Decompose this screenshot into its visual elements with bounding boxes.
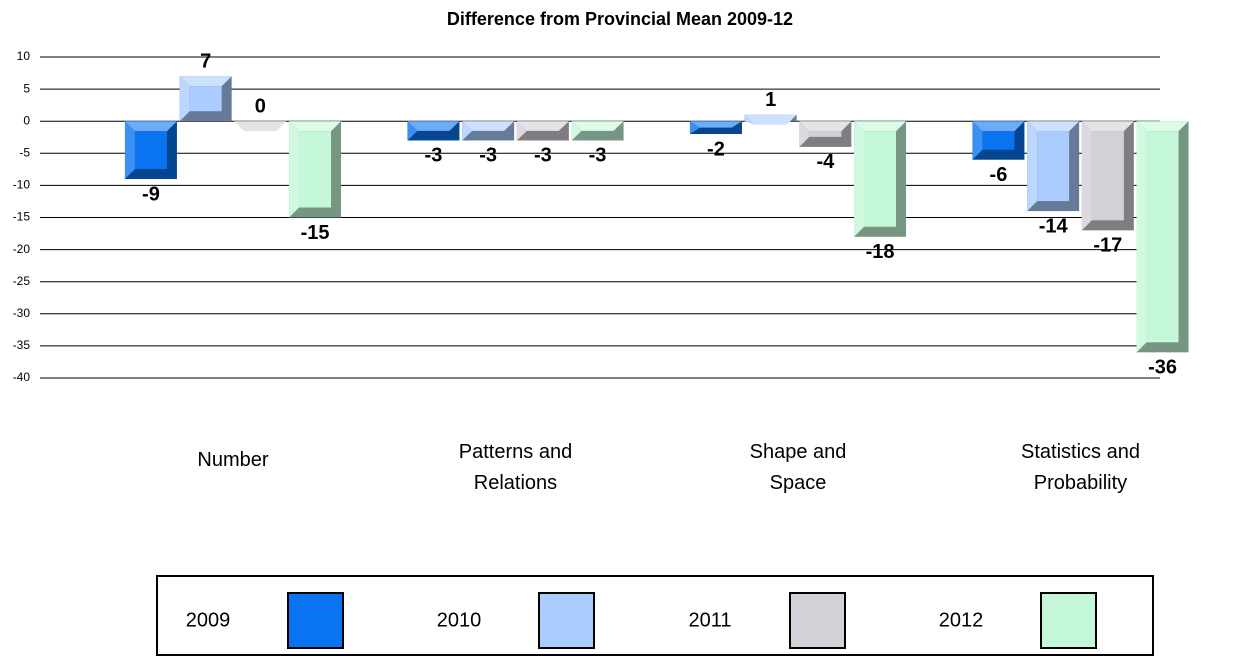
x-tick-label: Patterns and Relations: [459, 441, 572, 494]
bar-bevel: [407, 121, 460, 131]
y-tick-label: -35: [13, 338, 31, 352]
x-tick-label: Number: [197, 449, 268, 471]
y-tick-label: -40: [13, 370, 31, 384]
x-tick-label: Statistics and Probability: [1021, 441, 1140, 494]
bar-face: [1091, 131, 1124, 221]
legend-swatch: [538, 592, 595, 649]
x-tick-label-line: Probability: [1034, 472, 1127, 494]
y-tick-label: -25: [13, 274, 31, 288]
value-label: 0: [255, 95, 266, 117]
bar-bevel: [571, 121, 582, 141]
bar-bevel: [1081, 121, 1134, 132]
x-tick-label-line: Shape and: [750, 441, 847, 463]
bar-bevel: [799, 121, 852, 132]
bar-bevel: [972, 121, 1025, 132]
x-tick-label: Shape and Space: [750, 441, 847, 494]
bar-bevel: [1136, 121, 1147, 353]
value-label: -18: [866, 241, 895, 263]
bar-face: [864, 131, 897, 227]
value-label: 7: [200, 51, 211, 73]
bar-bevel: [571, 121, 624, 131]
value-label: 1: [765, 89, 776, 111]
bar-face: [189, 86, 222, 112]
value-label: -36: [1148, 357, 1177, 379]
value-label: -9: [142, 183, 160, 205]
bar-bevel: [972, 121, 983, 160]
bar-bevel: [689, 121, 742, 128]
bar-bevel: [234, 121, 245, 132]
x-tick-label-line: Statistics and: [1021, 441, 1140, 463]
bar-bevel: [1027, 121, 1080, 132]
bar-bevel: [462, 121, 515, 131]
x-tick-label-line: Patterns and: [459, 441, 572, 463]
bar-bevel: [124, 121, 177, 132]
x-tick-label-line: Number: [197, 449, 268, 471]
y-tick-label: -5: [19, 145, 30, 159]
bar-face: [299, 131, 332, 208]
bar-face: [134, 131, 167, 169]
y-tick-label: -15: [13, 210, 31, 224]
y-tick-label: 0: [23, 113, 30, 127]
bar-bevel: [289, 121, 300, 218]
legend-swatch: [789, 592, 846, 649]
value-label: -3: [425, 145, 443, 167]
bar-bevel: [799, 121, 810, 147]
bar-face: [1037, 131, 1070, 202]
legend-label: 2011: [688, 609, 731, 631]
legend-label: 2010: [437, 609, 482, 631]
value-label: -17: [1093, 235, 1122, 257]
bar-bevel: [462, 121, 473, 141]
bar-bevel: [854, 121, 907, 132]
y-tick-label: -20: [13, 242, 31, 256]
bar-bevel: [744, 114, 797, 125]
bar-bevel: [179, 76, 232, 87]
legend-swatch: [1040, 592, 1097, 649]
bar-bevel: [1136, 121, 1189, 132]
value-label: -3: [479, 145, 497, 167]
y-tick-label: -10: [13, 178, 31, 192]
y-tick-label: -30: [13, 306, 31, 320]
bar-bevel: [1081, 121, 1092, 231]
bar-bevel: [854, 121, 865, 237]
bar-bevel: [407, 121, 418, 141]
x-tick-label-line: Space: [770, 472, 827, 494]
value-label: -15: [301, 222, 330, 244]
bar-face: [982, 131, 1015, 150]
bar-face: [1146, 131, 1179, 343]
legend-label: 2012: [939, 609, 984, 631]
bar-bevel: [689, 121, 700, 135]
value-label: -14: [1039, 215, 1069, 237]
legend-label: 2009: [186, 609, 231, 631]
legend-swatch: [287, 592, 344, 649]
bar-bevel: [289, 121, 342, 132]
value-label: -2: [707, 138, 725, 160]
bar-bevel: [1027, 121, 1038, 212]
value-label: -3: [589, 145, 607, 167]
y-tick-label: 10: [17, 49, 31, 63]
bar-bevel: [516, 121, 569, 131]
y-tick-label: 5: [23, 81, 30, 95]
x-tick-label-line: Relations: [474, 472, 557, 494]
value-label: -3: [534, 145, 552, 167]
chart-title: Difference from Provincial Mean 2009-12: [447, 9, 793, 29]
bar-bevel: [516, 121, 527, 141]
bar-bevel: [124, 121, 135, 179]
bar-face: [809, 131, 842, 137]
bar-bevel: [179, 76, 190, 122]
value-label: -4: [816, 151, 835, 173]
bar-bevel: [234, 121, 287, 132]
value-label: -6: [990, 164, 1008, 186]
bar-bevel: [744, 114, 755, 125]
